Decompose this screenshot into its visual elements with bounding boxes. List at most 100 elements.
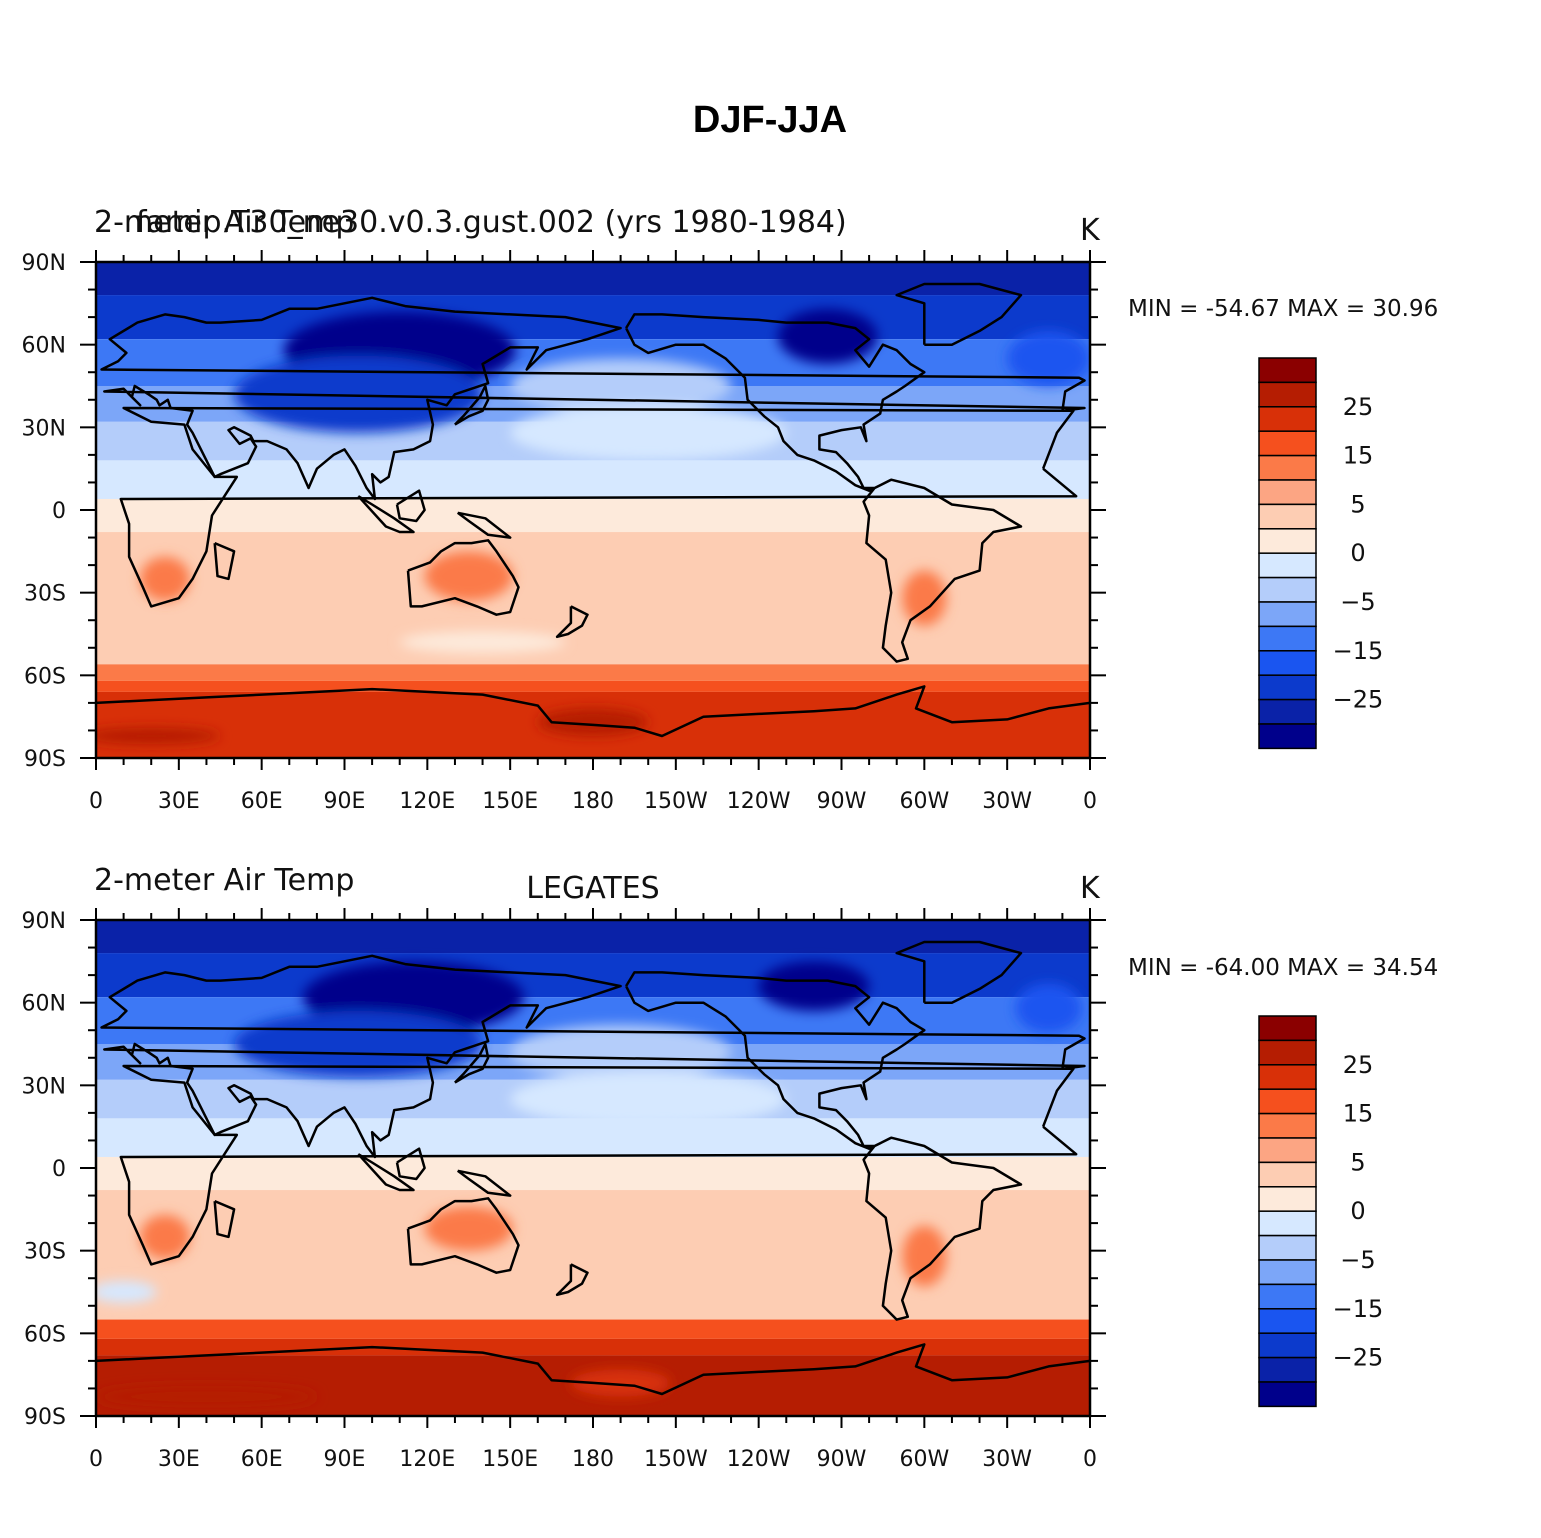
colorbar-label: 0 <box>1350 1197 1365 1225</box>
coastline <box>357 1153 415 1192</box>
region-north-pacific-mild <box>510 1024 732 1080</box>
x-tick-label: 30W <box>982 1447 1032 1472</box>
x-tick-label: 90W <box>817 1447 867 1472</box>
colorbar-bin <box>1258 1283 1317 1310</box>
colorbar: 25 15 5 0 −5 −15 −25 <box>1258 1015 1384 1408</box>
coastline <box>406 1197 520 1274</box>
colorbar-label: 15 <box>1343 442 1374 470</box>
colorbar-label: −25 <box>1333 686 1384 714</box>
latitude-band <box>96 1338 1090 1356</box>
region-south-america-warm <box>902 1225 947 1287</box>
colorbar-bin <box>1258 723 1317 750</box>
latitude-band <box>96 498 1090 533</box>
x-tick-label: 90E <box>324 789 366 814</box>
coastline <box>456 1169 512 1197</box>
coastline <box>454 384 490 426</box>
latitude-band <box>96 295 1090 340</box>
region-south-atlantic-pale <box>96 1280 157 1304</box>
panel-left-title: 2-meter Air Temp <box>94 205 354 240</box>
colorbar-bin <box>1258 1015 1317 1042</box>
coastline <box>357 495 415 534</box>
x-tick-label: 30W <box>982 789 1032 814</box>
min-max-stats: MIN = -64.00 MAX = 34.54 <box>1128 955 1438 981</box>
y-tick-label: 90N <box>22 251 66 276</box>
coastline <box>119 406 1078 608</box>
y-tick-label: 60S <box>24 664 66 689</box>
region-australia-warm <box>424 551 513 601</box>
region-asia-cold <box>234 1010 483 1078</box>
temperature-field <box>96 262 1090 758</box>
y-tick-label: 30S <box>24 1240 66 1265</box>
colorbar-bin <box>1258 406 1317 432</box>
temperature-field <box>96 920 1090 1416</box>
x-tick-label: 150E <box>482 1447 538 1472</box>
colorbar-bin <box>1258 1186 1317 1212</box>
y-tick-label: 30N <box>22 416 66 441</box>
colorbar-label: −25 <box>1333 1344 1384 1372</box>
units-label: K <box>1080 871 1101 906</box>
colorbar-label: 0 <box>1350 539 1365 567</box>
coastline <box>395 1147 426 1181</box>
region-asia-cold <box>234 355 483 433</box>
latitude-band <box>96 1118 1090 1157</box>
region-south-america-warm <box>902 570 947 626</box>
x-tick-label: 30E <box>158 789 200 814</box>
colorbar-bin <box>1258 625 1317 652</box>
y-tick-label: 30N <box>22 1074 66 1099</box>
latitude-band <box>96 1319 1090 1339</box>
axis-ticks <box>80 908 1106 1428</box>
coastline <box>213 541 236 581</box>
panel-center-title: LEGATES <box>526 871 659 906</box>
coastline <box>100 954 1086 1159</box>
coastline <box>395 489 426 523</box>
colorbar-bin <box>1258 576 1317 603</box>
x-tick-label: 180 <box>572 1447 614 1472</box>
colorbar-bin <box>1258 552 1317 579</box>
colorbar-bin <box>1258 1308 1317 1334</box>
map-panel-observed: 0 30E 60E 90E 120E 150E 180 150W 120W 90W 60W 30W 09… <box>22 863 1439 1472</box>
region-north-atlantic-cold <box>1007 330 1090 387</box>
colorbar-bin <box>1258 1234 1317 1261</box>
x-tick-label: 90W <box>817 789 867 814</box>
coastline <box>406 539 520 616</box>
colorbar-bin <box>1258 1161 1317 1188</box>
region-north-pacific-light <box>510 405 787 461</box>
x-tick-label: 0 <box>89 1447 103 1472</box>
coastline <box>624 971 1023 1321</box>
x-tick-label: 120E <box>399 1447 455 1472</box>
colorbar-bin <box>1258 674 1317 701</box>
y-tick-label: 0 <box>52 499 66 524</box>
panel-left-title: 2-meter Air Temp <box>94 863 354 898</box>
x-tick-label: 120E <box>399 789 455 814</box>
latitude-band <box>96 920 1090 954</box>
colorbar-bin <box>1258 454 1317 481</box>
colorbar-bin <box>1258 1137 1317 1164</box>
colorbar-label: −15 <box>1333 1295 1384 1323</box>
coastline <box>100 296 1086 501</box>
coastlines <box>96 940 1090 1396</box>
colorbar-bin <box>1258 503 1317 530</box>
colorbar-label: 25 <box>1343 1051 1374 1079</box>
coastline <box>119 1064 1078 1266</box>
units-label: K <box>1080 213 1101 248</box>
map-panel-model: 0 30E 60E 90E 120E 150E 180 150W 120W 90W 60W 30W 09… <box>22 205 1439 814</box>
latitude-band <box>96 1156 1090 1191</box>
x-tick-label: 30E <box>158 1447 200 1472</box>
colorbar: 25 15 5 0 −5 −15 −25 <box>1258 357 1384 750</box>
figure-title: DJF-JJA <box>693 99 847 141</box>
coastline <box>213 1199 236 1239</box>
colorbar-bin <box>1258 698 1317 725</box>
latitude-band <box>96 664 1090 681</box>
y-tick-label: 90S <box>24 747 66 772</box>
x-tick-label: 0 <box>1083 789 1097 814</box>
colorbar-bin <box>1258 1210 1317 1237</box>
colorbar-bin <box>1258 357 1317 384</box>
x-tick-label: 120W <box>727 1447 791 1472</box>
region-north-america-core <box>758 961 870 1011</box>
y-tick-label: 30S <box>24 582 66 607</box>
colorbar-bin <box>1258 479 1317 506</box>
colorbar-bin <box>1258 381 1317 408</box>
colorbar-bin <box>1258 650 1317 676</box>
colorbar-label: 5 <box>1350 490 1365 518</box>
